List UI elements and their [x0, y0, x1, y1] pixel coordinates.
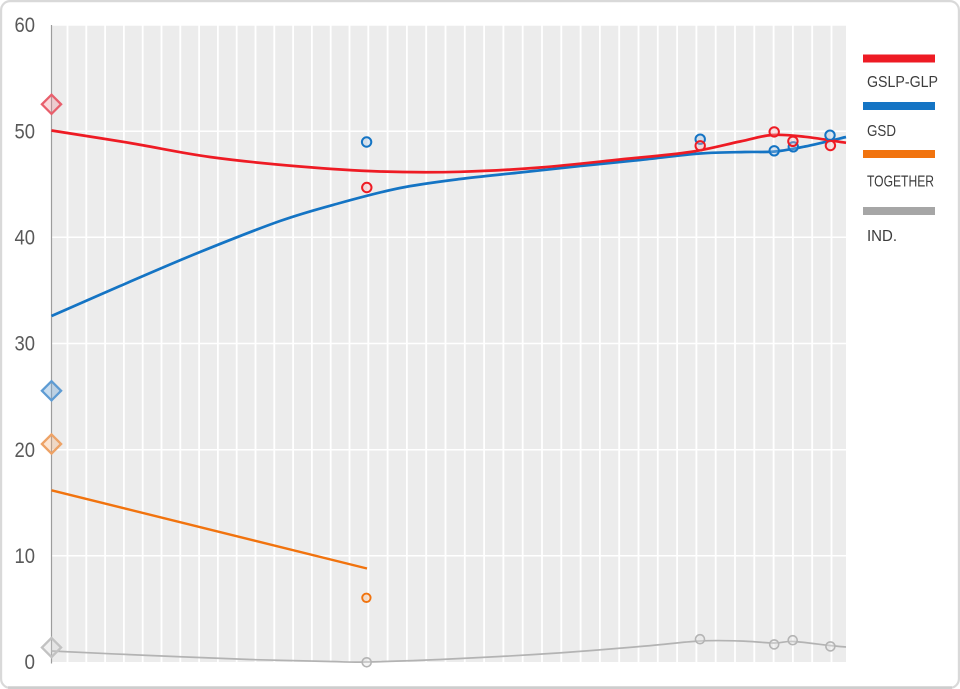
- svg-text:GSD: GSD: [867, 123, 896, 140]
- svg-text:40: 40: [15, 227, 36, 250]
- svg-text:20: 20: [15, 439, 36, 462]
- svg-text:IND.: IND.: [867, 228, 897, 245]
- svg-text:30: 30: [15, 333, 36, 356]
- svg-text:GSLP-GLP: GSLP-GLP: [867, 74, 938, 91]
- svg-text:10: 10: [15, 545, 36, 568]
- svg-text:0: 0: [25, 651, 36, 674]
- svg-text:50: 50: [15, 120, 36, 143]
- svg-text:60: 60: [15, 14, 36, 37]
- svg-text:TOGETHER: TOGETHER: [867, 174, 934, 191]
